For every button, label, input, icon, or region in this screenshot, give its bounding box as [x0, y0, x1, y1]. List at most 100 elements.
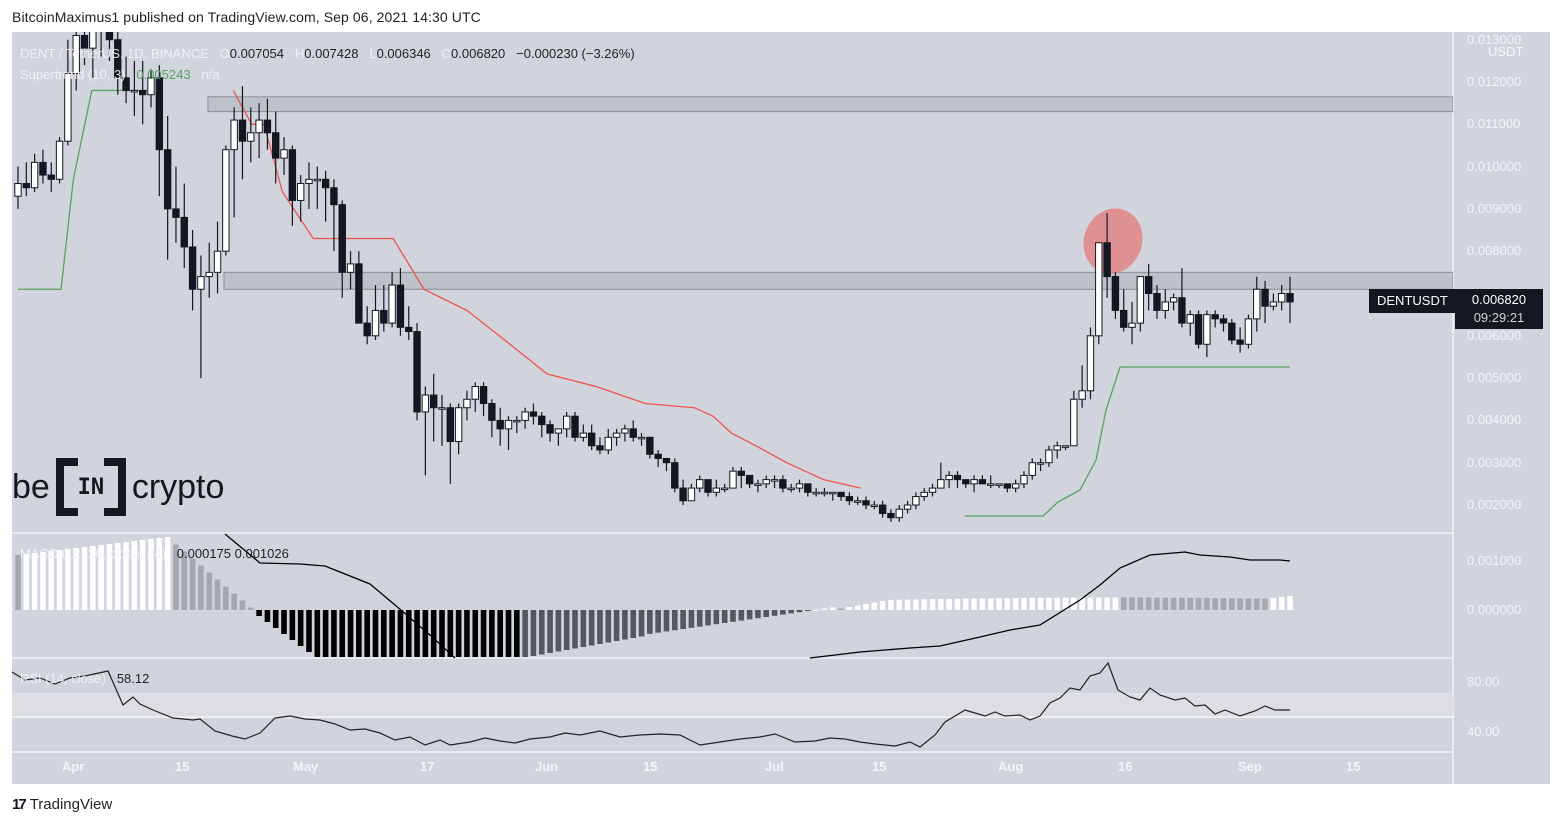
macd-histogram-bar [1229, 598, 1235, 610]
supertrend-label[interactable]: Supertrend (10, 3) [20, 67, 126, 82]
open-value: 0.007054 [229, 46, 285, 61]
macd-histogram-bar [755, 610, 761, 619]
bull-candle [945, 474, 953, 481]
macd-histogram-bar [73, 548, 79, 610]
macd-histogram-bar [472, 610, 479, 657]
macd-histogram-bar [1262, 598, 1268, 610]
macd-histogram-bar [430, 610, 437, 657]
bear-candle [804, 483, 812, 493]
bull-candle [696, 479, 704, 489]
time-tick-label: 15 [643, 759, 658, 774]
price-tick-label: 0.011000 [1467, 116, 1521, 132]
price-tick-label: 0.012000 [1467, 74, 1522, 89]
bull-candle [1011, 483, 1020, 489]
price-tick-label: 0.004000 [1467, 412, 1522, 428]
macd-histogram-bar [763, 610, 770, 617]
macd-histogram-bar [854, 605, 861, 610]
macd-histogram-bar [929, 599, 936, 610]
macd-histogram-bar [289, 610, 296, 640]
macd-histogram-bar [879, 601, 886, 610]
time-tick-label: 15 [872, 759, 887, 774]
macd-histogram-bar [671, 610, 678, 631]
macd-histogram-bar [231, 593, 237, 610]
bull-candle [1269, 301, 1278, 307]
symbol-title[interactable]: DENT / TetherUS, 1D, BINANCE [20, 46, 209, 61]
bear-candle [39, 161, 47, 176]
macd-histogram-bar [247, 607, 254, 610]
close-label: C [441, 46, 452, 61]
macd-tick-label: 0.000000 [1467, 602, 1522, 617]
bear-candle [80, 34, 89, 49]
macd-histogram-bar [680, 610, 686, 629]
bear-candle [272, 132, 280, 159]
bear-candle [396, 284, 405, 328]
bull-candle [987, 483, 995, 486]
bear-candle [529, 411, 538, 417]
bull-candle [1169, 297, 1178, 303]
bear-candle [704, 479, 712, 493]
resistance-zone-lower [223, 271, 1453, 290]
bull-candle [579, 432, 588, 438]
bear-candle [878, 504, 887, 514]
macd-histogram-bar [206, 572, 213, 610]
macd-histogram-bar [40, 552, 46, 610]
price-tick-label: 0.002000 [1467, 497, 1522, 512]
supertrend-up-line [18, 89, 148, 290]
bull-candle [213, 250, 222, 273]
macd-label[interactable]: MACD (12, 26, close, 24) [20, 546, 166, 561]
macd-histogram-bar [962, 598, 969, 610]
bull-candle [1045, 449, 1053, 464]
macd-histogram-bar [198, 565, 204, 610]
price-axis-bg [1454, 32, 1550, 784]
macd-histogram-bar [489, 610, 495, 657]
macd-histogram-bar [23, 554, 30, 610]
tradingview-wordmark: TradingView [29, 796, 113, 813]
macd-histogram-bar [838, 608, 844, 610]
bear-candle [679, 487, 687, 502]
macd-histogram-bar [863, 604, 869, 610]
macd-histogram-bar [796, 610, 803, 613]
tradingview-footer[interactable]: 17 TradingView [12, 796, 112, 813]
macd-histogram-bar [1120, 597, 1127, 610]
bull-candle [130, 89, 139, 93]
macd-histogram-bar [780, 610, 786, 615]
macd-histogram-bar [90, 546, 96, 610]
bull-candle [937, 479, 945, 489]
time-tick-label: 17 [420, 759, 435, 774]
open-label: O [219, 46, 230, 61]
bull-candle [1186, 314, 1194, 324]
rsi-legend: RSI (14, close) 58.12 [20, 671, 149, 686]
bear-candle [1120, 309, 1128, 328]
bull-candle [30, 161, 39, 189]
time-tick-label: Apr [62, 759, 85, 774]
bear-candle [488, 402, 496, 421]
macd-histogram-bar [414, 610, 420, 657]
bear-candle [1178, 297, 1186, 324]
bull-candle [895, 508, 903, 519]
macd-histogram-bar [688, 610, 695, 628]
macd-histogram-bar [613, 610, 620, 641]
macd-histogram-bar [1204, 597, 1210, 610]
macd-signal-line-1 [224, 533, 456, 659]
macd-histogram-bar [405, 610, 412, 657]
bull-candle [1061, 445, 1070, 448]
close-value: 0.006820 [451, 46, 506, 61]
macd-histogram-bar [1195, 597, 1202, 610]
bull-candle [313, 178, 321, 182]
rsi-line [11, 661, 1290, 748]
rsi-label[interactable]: RSI (14, close) [20, 671, 106, 686]
macd-histogram-bar [339, 610, 346, 657]
macd-histogram-bar [1245, 598, 1252, 610]
published-caption: BitcoinMaximus1 published on TradingView… [12, 9, 481, 25]
macd-histogram-bar [522, 610, 528, 657]
bull-candle [853, 500, 862, 503]
bull-candle [64, 73, 72, 142]
macd-histogram-bar [655, 610, 661, 633]
bull-candle [903, 504, 912, 510]
price-unit-label: USDT [1488, 44, 1524, 59]
bull-candle [371, 309, 380, 337]
rsi-value: 58.12 [116, 671, 150, 686]
macd-histogram-bar [1129, 597, 1135, 610]
bear-candle [47, 174, 55, 180]
